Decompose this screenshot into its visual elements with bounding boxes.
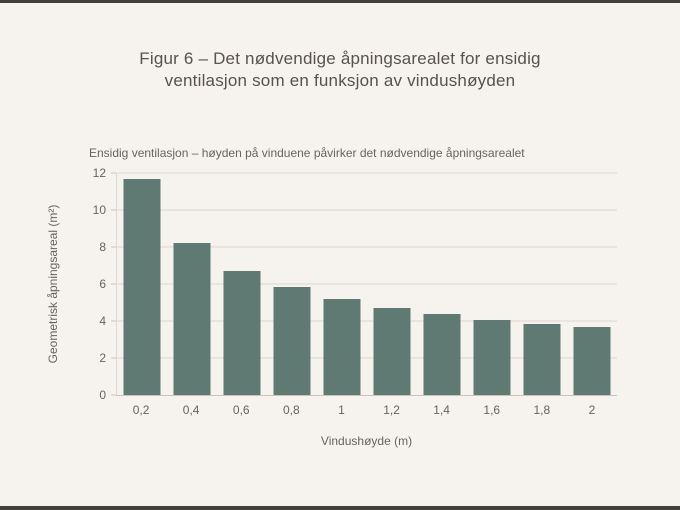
gridline-y-8: [117, 246, 617, 248]
bar-1: [323, 298, 361, 395]
y-tick-8: [111, 246, 116, 248]
y-tick-0: [111, 394, 116, 396]
figure-title-line2: ventilasjon som en funksjon av vindushøy…: [164, 71, 516, 90]
y-tick-4: [111, 320, 116, 322]
gridline-y-2: [117, 357, 617, 359]
gridline-y-4: [117, 320, 617, 322]
bottom-border-line: [0, 506, 680, 510]
bar-0,4: [173, 243, 211, 395]
y-tick-label-2: 2: [99, 351, 106, 366]
gridline-y-10: [117, 209, 617, 211]
bar-2: [573, 326, 611, 395]
y-tick-10: [111, 209, 116, 211]
y-axis-title: Geometrisk åpningsareal (m²): [46, 204, 60, 364]
x-tick-label-2: 2: [588, 403, 596, 417]
y-tick-label-12: 12: [92, 166, 106, 180]
bar-1,2: [373, 308, 411, 395]
figure-title: Figur 6 – Det nødvendige åpningsarealet …: [0, 48, 680, 92]
x-tick-label-0,4: 0,4: [182, 403, 200, 417]
x-tick-label-1: 1: [338, 403, 345, 417]
bar-1,6: [473, 320, 511, 395]
y-tick-label-10: 10: [92, 203, 106, 217]
bar-1,4: [423, 313, 461, 395]
y-tick-label-4: 4: [99, 314, 106, 329]
bar-0,8: [273, 286, 311, 395]
top-border-line: [0, 0, 680, 3]
figure-title-line1: Figur 6 – Det nødvendige åpningsarealet …: [139, 49, 541, 68]
gridline-y-6: [117, 283, 617, 285]
y-tick-2: [111, 357, 116, 359]
x-tick-label-0,2: 0,2: [132, 403, 150, 417]
x-tick-label-1,2: 1,2: [383, 403, 400, 417]
y-tick-12: [111, 172, 116, 174]
bar-0,2: [123, 178, 161, 395]
y-tick-label-8: 8: [99, 240, 106, 255]
gridline-y-12: [117, 172, 617, 174]
bar-1,8: [523, 323, 561, 395]
x-tick-label-1,8: 1,8: [533, 403, 551, 417]
x-tick-label-1,6: 1,6: [483, 403, 501, 417]
x-axis-title: Vindushøyde (m): [320, 434, 413, 448]
plot-area: 0 2 4 6 8 10 12: [93, 167, 617, 401]
x-tick-label-0,6: 0,6: [232, 403, 250, 417]
chart-title: Ensidig ventilasjon – høyden på vinduene…: [89, 146, 525, 160]
bar-0,6: [223, 271, 261, 395]
y-tick-6: [111, 283, 116, 285]
x-tick-label-1,4: 1,4: [433, 403, 450, 417]
x-axis-tick-labels: 0,2 0,4 0,6 0,8 1 1,2 1,4 1,6 1,8 2: [116, 403, 617, 418]
y-tick-label-0: 0: [99, 388, 106, 402]
x-tick-label-0,8: 0,8: [283, 403, 300, 417]
y-tick-label-6: 6: [99, 277, 106, 291]
